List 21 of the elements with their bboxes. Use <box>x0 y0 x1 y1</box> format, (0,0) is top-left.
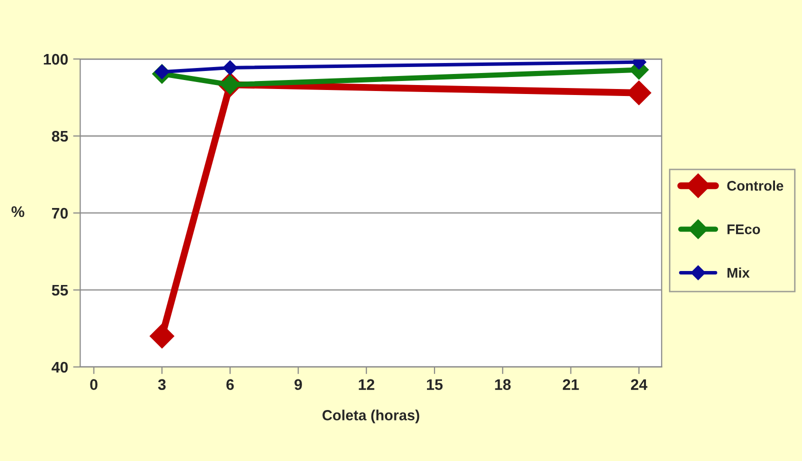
point <box>222 60 238 76</box>
point <box>150 324 174 348</box>
y-tick-label: 100 <box>44 54 68 65</box>
x-axis-title: Coleta (horas) <box>322 410 420 424</box>
y-tick-label: 85 <box>52 130 68 142</box>
x-tick-label: 15 <box>426 379 443 390</box>
x-tick-label: 18 <box>495 379 511 390</box>
x-tick-label: 3 <box>158 379 166 390</box>
x-tick-label: 12 <box>358 379 374 390</box>
x-tick-label: 9 <box>294 379 302 390</box>
y-axis-title: % <box>11 206 24 218</box>
x-tick-label: 0 <box>90 379 98 390</box>
legend-label: Mix <box>728 268 750 278</box>
x-tick-label: 24 <box>630 379 648 390</box>
legend-label: Controle <box>727 180 784 191</box>
legend-label: FEco <box>728 224 760 234</box>
y-tick-label: 55 <box>52 284 68 296</box>
x-tick-label: 21 <box>562 379 579 390</box>
y-tick-label: 40 <box>52 362 68 373</box>
x-tick-label: 6 <box>226 379 234 390</box>
y-tick-label: 70 <box>52 208 68 219</box>
